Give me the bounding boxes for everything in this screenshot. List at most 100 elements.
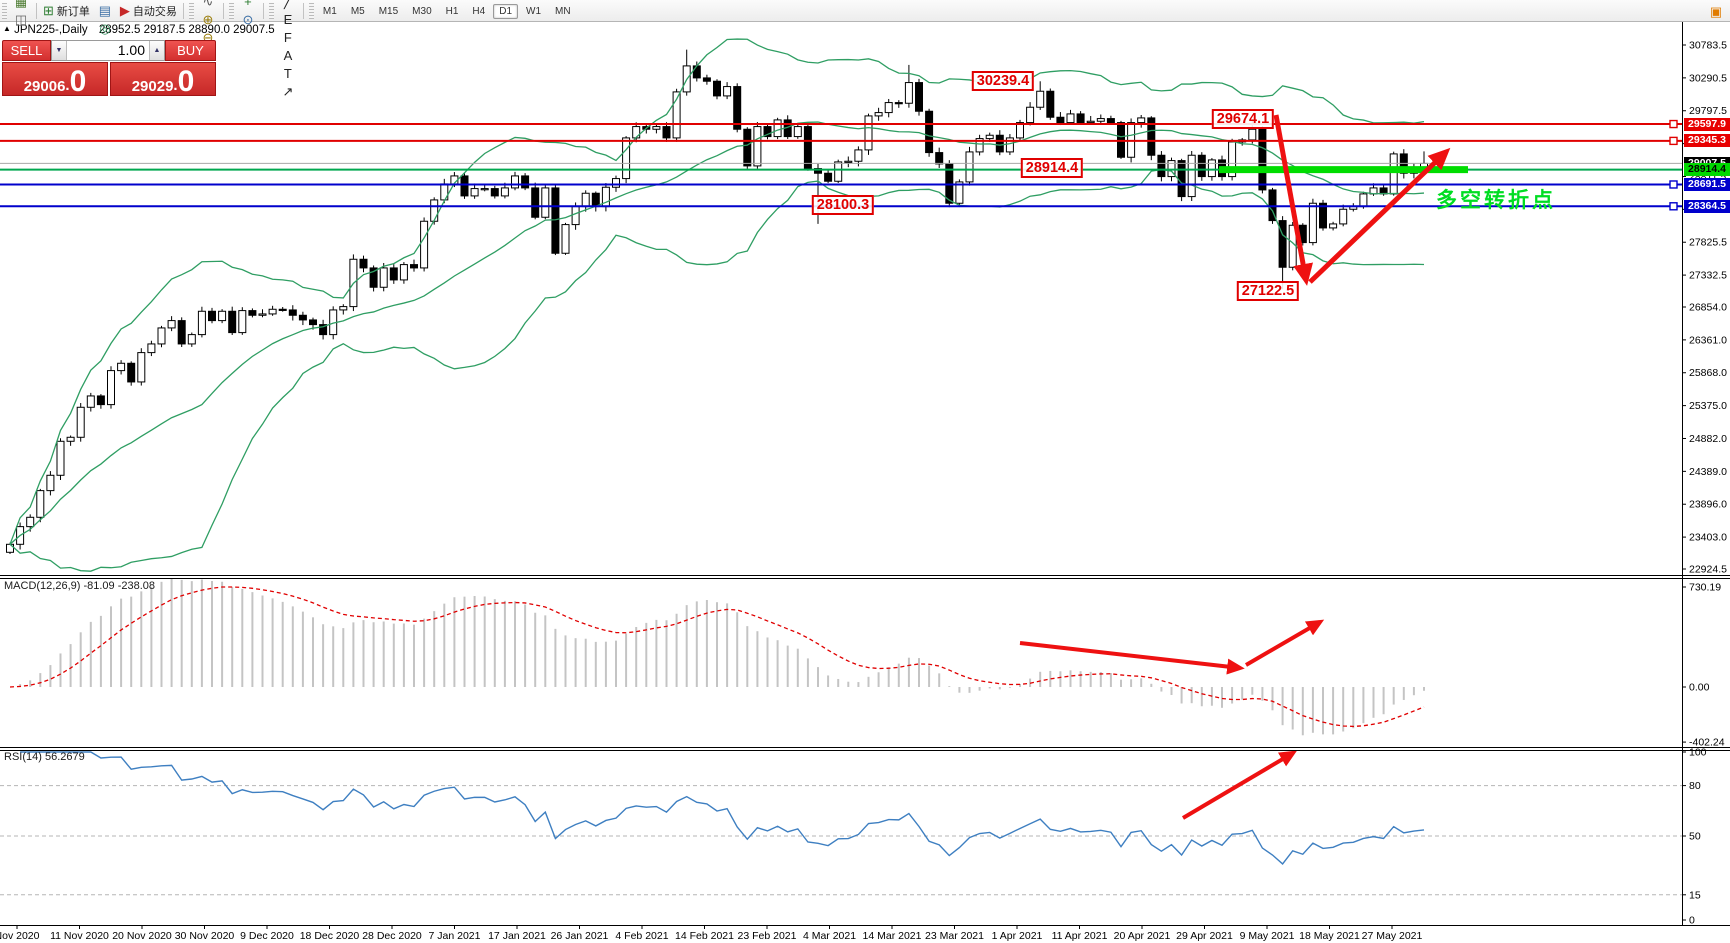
- rsi-label: RSI(14) 56.2679: [4, 751, 85, 763]
- macd-axis-tick: 730.19: [1689, 582, 1721, 594]
- hline-handle[interactable]: [1669, 136, 1678, 146]
- buy-price[interactable]: 29029. 0: [110, 62, 216, 98]
- date-label: 23 Feb 2021: [738, 930, 797, 942]
- timeframe-d1[interactable]: D1: [493, 3, 519, 19]
- volume-input[interactable]: 1.00: [117, 42, 145, 58]
- date-label: 11 Apr 2021: [1052, 930, 1108, 942]
- profiles-button[interactable]: ◫: [10, 11, 32, 29]
- shapes-button[interactable]: ↗: [277, 83, 299, 101]
- line-chart-icon: ∿: [202, 0, 214, 9]
- down-arrow[interactable]: [1273, 114, 1313, 286]
- rsi-arrow[interactable]: [1181, 750, 1298, 820]
- main-axis-tick: 26854.0: [1689, 302, 1727, 314]
- add-indicator-icon: +: [244, 0, 252, 9]
- label-icon: T: [283, 66, 292, 81]
- date-label: Nov 2020: [0, 930, 40, 942]
- new-order-icon: ⊞: [43, 3, 54, 18]
- symbol-period: JPN225-,Daily: [14, 24, 88, 36]
- fibonacci-button[interactable]: F: [277, 29, 299, 47]
- label-button[interactable]: T: [277, 65, 299, 83]
- timeframe-w1[interactable]: W1: [526, 5, 542, 17]
- date-label: 9 Dec 2020: [240, 930, 294, 942]
- trendline-icon: ╱: [283, 0, 292, 9]
- main-axis-tick: 28811.5: [1689, 171, 1726, 183]
- timeframe-mn[interactable]: MN: [555, 5, 571, 17]
- date-label: 14 Mar 2021: [863, 930, 922, 942]
- trendline-button[interactable]: ╱: [277, 0, 299, 11]
- sell-button[interactable]: SELL: [2, 40, 51, 61]
- bb-lower: [9, 168, 1425, 572]
- timeframe-m15[interactable]: M15: [378, 5, 399, 17]
- date-label: 17 Jan 2021: [488, 930, 546, 942]
- date-label: 18 May 2021: [1299, 930, 1360, 942]
- date-label: 9 May 2021: [1240, 930, 1295, 942]
- timeframe-h1[interactable]: H1: [445, 5, 459, 17]
- rsi-axis-tick: 80: [1689, 780, 1701, 792]
- main-axis-tick: 25375.0: [1689, 400, 1727, 412]
- timeframe-m30[interactable]: M30: [412, 5, 432, 17]
- hline-handle[interactable]: [1669, 180, 1678, 189]
- main-axis-tick: 27332.5: [1689, 270, 1727, 282]
- main-axis-tick: 24882.0: [1689, 433, 1727, 445]
- text-icon: A: [283, 48, 293, 63]
- volume-up-button[interactable]: ▲: [149, 41, 164, 60]
- main-axis-tick: 30290.5: [1689, 72, 1727, 84]
- period-icon: ⊙: [242, 12, 254, 27]
- timeframe-h4[interactable]: H4: [472, 5, 486, 17]
- volume-down-button[interactable]: ▼: [52, 41, 67, 60]
- main-axis-tick: 23896.0: [1689, 499, 1727, 511]
- text-button[interactable]: A: [277, 47, 299, 65]
- channel-button[interactable]: E: [277, 11, 299, 29]
- buy-button[interactable]: BUY: [165, 40, 216, 61]
- macd-panel[interactable]: [9, 578, 1425, 736]
- timeframe-m5[interactable]: M5: [350, 5, 365, 17]
- line-chart-button[interactable]: ∿: [197, 0, 219, 11]
- one-click-trade-panel: SELL ▼ 1.00 ▲ BUY 29006. 0 29029. 0: [2, 40, 216, 98]
- rsi-panel[interactable]: [0, 750, 1682, 896]
- main-toolbar: ▦◫ ⊞ 新订单 ▨▤◎ ▶ 自动交易 ≡▮∿⊕⊖⊞ +⊙ ↖+│─╱EFAT↗…: [0, 0, 1730, 98]
- macd-arrow[interactable]: [1019, 641, 1245, 675]
- rsi-axis-tick: 15: [1689, 889, 1701, 901]
- date-label: 29 Apr 2021: [1176, 930, 1233, 942]
- rsi-line: [20, 751, 1425, 865]
- monitor-button[interactable]: ▤: [94, 2, 116, 20]
- main-axis-tick: 30783.5: [1689, 40, 1727, 52]
- add-indicator-button[interactable]: +: [237, 0, 259, 11]
- new-order-button[interactable]: ⊞ 新订单: [41, 2, 92, 20]
- bb-upper: [9, 38, 1425, 545]
- hline-handle[interactable]: [1669, 119, 1678, 129]
- panel-corner-icon[interactable]: ▣: [1709, 3, 1723, 19]
- new-chart-button[interactable]: ▦: [10, 0, 32, 11]
- new-chart-icon: ▦: [14, 0, 28, 9]
- broadcast-icon: ◎: [99, 21, 111, 36]
- timeframe-m1[interactable]: M1: [322, 5, 337, 17]
- zoom-in-button[interactable]: ⊕: [197, 11, 219, 29]
- shapes-icon: ↗: [282, 84, 294, 99]
- up-arrow[interactable]: [1308, 147, 1451, 284]
- zoom-out-button[interactable]: ⊖: [197, 29, 219, 47]
- auto-trading-icon: ▶: [119, 3, 130, 18]
- date-label: 1 Apr 2021: [992, 930, 1043, 942]
- toolbar-grip[interactable]: [2, 2, 7, 19]
- date-label: 30 Nov 2020: [175, 930, 235, 942]
- date-label: 27 May 2021: [1362, 930, 1423, 942]
- sell-price[interactable]: 29006. 0: [2, 62, 108, 97]
- date-label: 7 Jan 2021: [429, 930, 481, 942]
- date-label: 20 Apr 2021: [1114, 930, 1171, 942]
- main-chart-panel[interactable]: [0, 38, 1682, 572]
- date-label: 4 Mar 2021: [803, 930, 856, 942]
- macd-axis-tick: 0.00: [1689, 682, 1710, 694]
- hline-handle[interactable]: [1669, 202, 1678, 211]
- macd-axis-tick: -402.24: [1689, 737, 1725, 749]
- period-button[interactable]: ⊙: [237, 11, 259, 29]
- title-marker-icon: ▲: [3, 24, 11, 33]
- macd-signal-line: [9, 586, 1425, 728]
- macd-arrow[interactable]: [1244, 619, 1325, 667]
- main-axis-tick: 26361.0: [1689, 334, 1727, 346]
- buy-price-big: 0: [177, 65, 195, 98]
- broadcast-button[interactable]: ◎: [94, 20, 116, 38]
- auto-trading-button[interactable]: ▶ 自动交易: [118, 2, 179, 20]
- support-zone-bar[interactable]: [1219, 166, 1468, 174]
